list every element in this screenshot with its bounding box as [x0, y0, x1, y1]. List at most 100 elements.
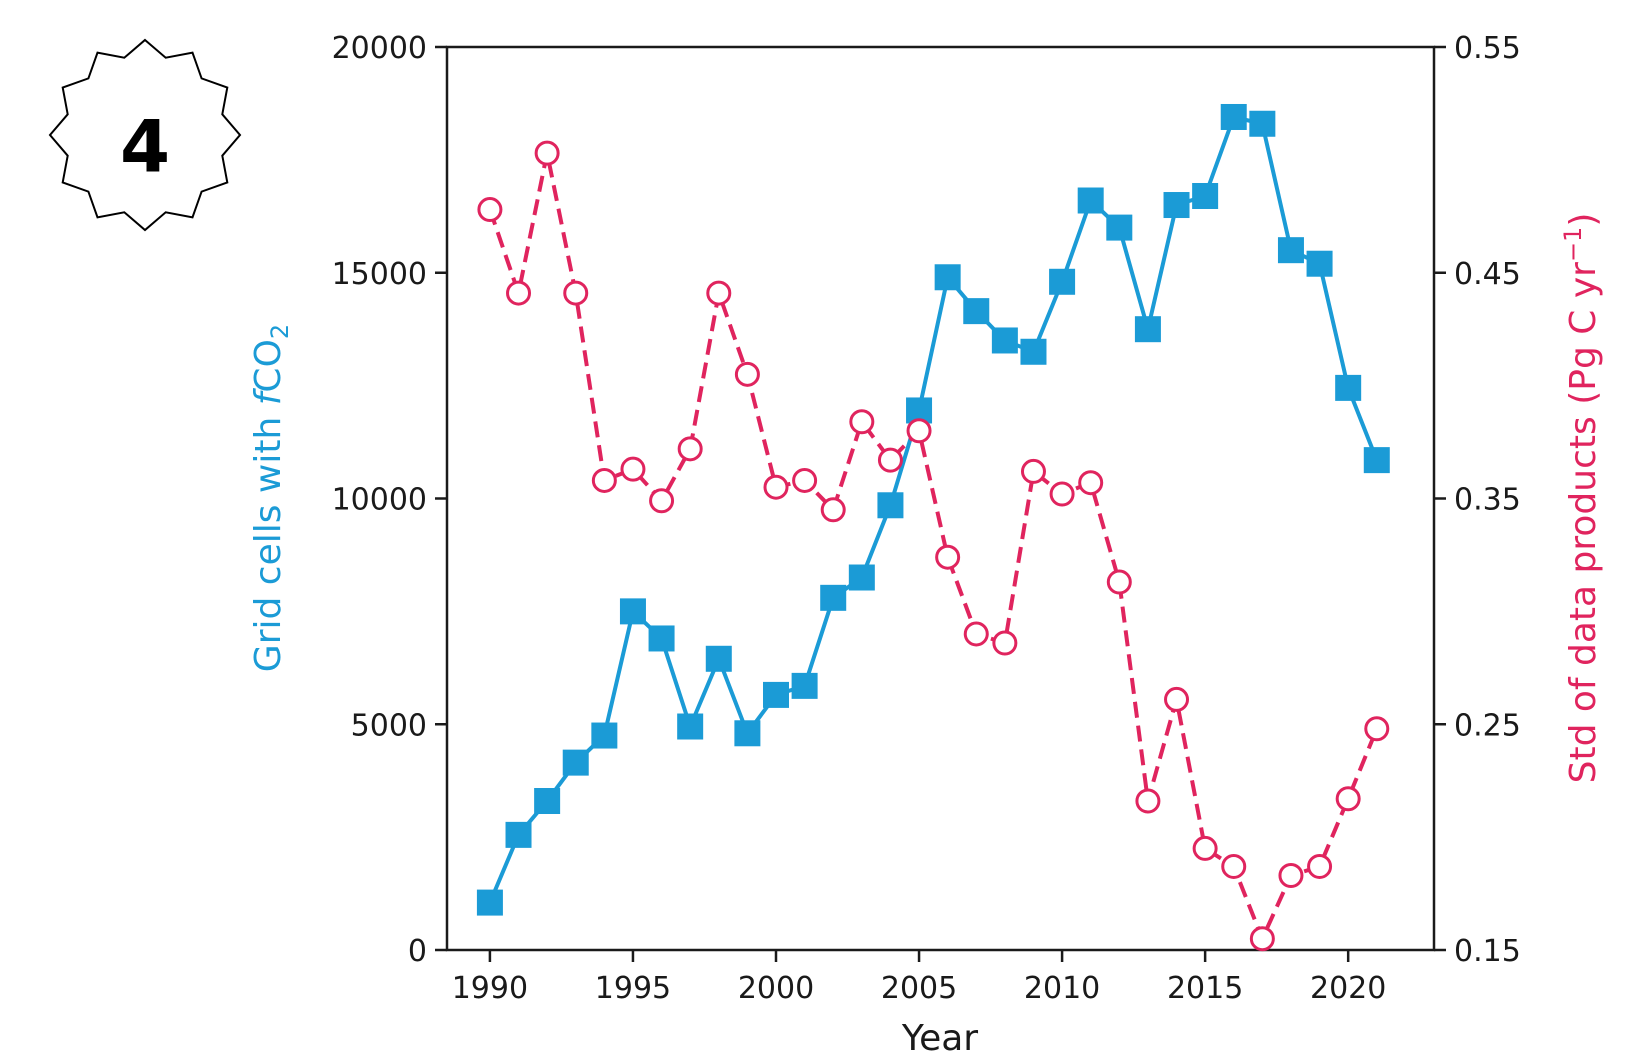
std-data-products-point	[792, 467, 818, 493]
x-axis-title: Year	[901, 1018, 978, 1059]
left-tick-label: 20000	[332, 31, 427, 66]
grid-cells-line	[488, 115, 1379, 904]
grid-cells-point	[848, 564, 875, 591]
x-tick-label: 2020	[1310, 971, 1386, 1006]
right-tick-label: 0.35	[1454, 483, 1521, 518]
std-data-products-point	[506, 280, 532, 306]
std-data-products-point	[1335, 786, 1361, 812]
left-tick-label: 5000	[351, 708, 427, 743]
grid-cells-point	[877, 492, 904, 519]
badge-number: 4	[120, 105, 170, 189]
grid-cells-point	[763, 681, 789, 708]
std-data-products-point	[763, 474, 789, 500]
right-axis-title: Std of data products (Pg C yr−1)	[1559, 213, 1604, 784]
std-data-products-point	[1249, 926, 1275, 952]
std-data-products-point	[877, 447, 903, 473]
std-data-products-point	[1106, 569, 1132, 595]
grid-cells-series	[476, 103, 1390, 916]
std-data-products-point	[1192, 835, 1218, 861]
std-data-products-point	[935, 544, 961, 570]
left-axis-title: Grid cells with fCO2	[248, 324, 294, 672]
right-tick-label: 0.25	[1454, 708, 1521, 743]
std-data-products-series	[477, 140, 1390, 952]
grid-cells-point	[1134, 316, 1161, 343]
left-tick-label: 0	[408, 934, 427, 969]
grid-cells-point	[991, 327, 1018, 354]
std-data-products-point	[963, 621, 989, 647]
right-tick-label: 0.45	[1454, 257, 1521, 292]
grid-cells-point	[1192, 182, 1219, 209]
grid-cells-point	[1220, 103, 1247, 130]
x-tick-label: 2005	[881, 971, 957, 1006]
right-axis: 0.15 0.25 0.35 0.45 0.55	[1434, 31, 1521, 969]
left-tick-label: 10000	[332, 483, 427, 518]
right-tick-label: 0.15	[1454, 934, 1521, 969]
left-axis: 0 5000 10000 15000 20000	[332, 31, 447, 969]
grid-cells-point	[1106, 214, 1133, 241]
std-data-products-point	[591, 467, 617, 493]
grid-cells-point	[1077, 187, 1104, 214]
grid-cells-point	[820, 584, 847, 611]
grid-cells-point	[534, 788, 561, 815]
grid-cells-point	[1049, 268, 1076, 295]
grid-cells-point	[1249, 110, 1276, 137]
std-data-products-line	[488, 151, 1379, 941]
grid-cells-point	[963, 298, 990, 325]
grid-cells-point	[791, 672, 818, 699]
grid-cells-point	[562, 749, 589, 776]
std-data-products-point	[677, 436, 703, 462]
x-tick-label: 2010	[1024, 971, 1100, 1006]
std-data-products-point	[1307, 853, 1333, 879]
std-data-products-point	[734, 361, 760, 387]
x-tick-label: 2000	[738, 971, 814, 1006]
x-axis: 1990 1995 2000 2005 2010 2015 2020	[452, 950, 1386, 1006]
grid-cells-point	[1363, 447, 1390, 474]
std-data-products-point	[1278, 863, 1304, 889]
figure-number-badge: 4	[48, 38, 242, 232]
grid-cells-point	[734, 720, 761, 747]
x-tick-label: 2015	[1167, 971, 1243, 1006]
left-tick-label: 15000	[332, 257, 427, 292]
std-data-products-point	[649, 488, 675, 514]
std-data-products-point	[1164, 686, 1190, 712]
x-tick-label: 1995	[595, 971, 671, 1006]
std-data-products-point	[706, 280, 732, 306]
right-axis-title-superscript: −1	[1559, 227, 1587, 262]
std-data-products-point	[1221, 853, 1247, 879]
x-tick-label: 1990	[452, 971, 528, 1006]
grid-cells-point	[619, 598, 646, 625]
grid-cells-point	[591, 722, 618, 749]
std-data-products-point	[620, 456, 646, 482]
grid-cells-point	[1335, 374, 1362, 401]
grid-cells-point	[1277, 237, 1304, 264]
std-data-products-point	[992, 630, 1018, 656]
grid-cells-point	[705, 645, 732, 672]
std-data-products-point	[563, 280, 589, 306]
std-data-products-point	[1020, 458, 1046, 484]
grid-cells-point	[677, 713, 704, 740]
std-data-products-point	[534, 140, 560, 166]
std-data-products-point	[820, 497, 846, 523]
std-data-products-point	[849, 409, 875, 435]
grid-cells-point	[1163, 192, 1190, 219]
std-data-products-point	[1135, 788, 1161, 814]
series-layer	[476, 103, 1390, 952]
std-data-products-point	[1049, 481, 1075, 507]
std-data-products-point	[477, 197, 503, 223]
right-tick-label: 0.55	[1454, 31, 1521, 66]
grid-cells-point	[648, 625, 675, 652]
std-data-products-point	[1364, 716, 1390, 742]
badge-star-shape	[48, 38, 242, 232]
grid-cells-point	[934, 264, 961, 291]
grid-cells-point	[476, 889, 503, 916]
std-data-products-point	[1078, 470, 1104, 496]
grid-cells-point	[505, 821, 532, 848]
left-axis-title-main: CO	[248, 339, 289, 392]
right-axis-title-main: Std of data products (Pg C yr	[1563, 262, 1604, 784]
plot-area-frame	[445, 45, 1436, 952]
grid-cells-point	[1306, 250, 1333, 277]
right-axis-title-end: )	[1563, 213, 1604, 227]
grid-cells-point	[1020, 338, 1047, 365]
std-data-products-point	[906, 418, 932, 444]
